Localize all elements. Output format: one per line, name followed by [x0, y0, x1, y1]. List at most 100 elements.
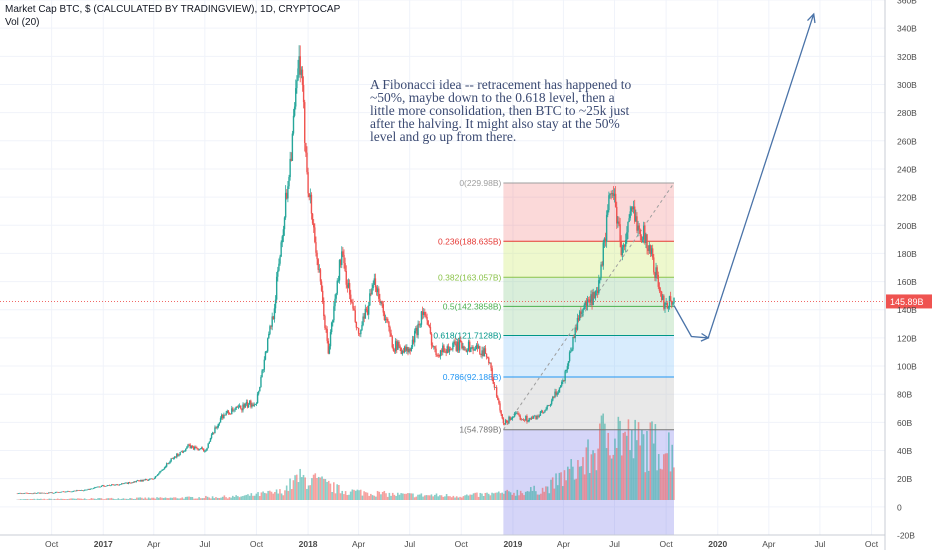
candle-body [401, 350, 404, 354]
candle-body [319, 269, 322, 282]
candle-body [90, 488, 93, 490]
candle-body [30, 493, 32, 494]
candle-body [384, 318, 387, 320]
candle-body [277, 270, 279, 277]
candle-body [47, 493, 49, 494]
candle-body [66, 491, 68, 493]
candle-body [419, 324, 422, 326]
volume-bar [479, 492, 482, 500]
candle-body [600, 264, 602, 278]
volume-bar [31, 499, 34, 500]
volume-bar [104, 499, 106, 500]
fib-levels[interactable]: 0(229.98B) 0.236(188.635B) 0.382(163.057B)… [433, 178, 675, 435]
volume-bar [524, 491, 527, 500]
volume-bar [646, 431, 648, 500]
candle-body [414, 330, 416, 343]
volume-bar [583, 474, 586, 500]
candle-body [589, 299, 591, 303]
volume-bar [568, 468, 571, 500]
volume-bar [38, 499, 40, 500]
projection-arrow[interactable] [673, 12, 816, 342]
volume-bar [289, 478, 291, 500]
candle-body [580, 311, 582, 314]
candle-body [187, 444, 189, 448]
volume-bar [395, 495, 397, 500]
candle-body [467, 341, 470, 351]
candle-body [21, 493, 23, 495]
candle-body [117, 484, 120, 486]
volume-bar [284, 490, 286, 500]
fib-zone [503, 377, 674, 430]
candle-body [463, 346, 465, 351]
candle-body [608, 195, 610, 211]
candle-body [640, 236, 643, 241]
candle-body [577, 318, 580, 320]
candle-body [339, 260, 342, 266]
volume-bar [518, 495, 520, 500]
candle-body [105, 485, 107, 487]
volume-bar [29, 499, 32, 500]
x-tick-label: 2019 [503, 539, 522, 549]
fib-trend-line[interactable] [502, 182, 675, 430]
candle-body [348, 283, 351, 295]
volume-bar [178, 498, 180, 500]
candle-body [572, 336, 574, 350]
volume-bar [418, 494, 421, 500]
volume-bar [553, 488, 556, 500]
candle-body [106, 485, 108, 487]
volume-bar [50, 498, 52, 500]
volume-bar [188, 496, 190, 500]
candle-body [274, 299, 277, 309]
candle-body [443, 345, 445, 352]
volume-bar [262, 491, 264, 500]
volume-bar [97, 498, 99, 500]
current-price-line: 145.89B [0, 294, 932, 309]
candle-body [321, 290, 324, 303]
volume-bar [294, 475, 296, 500]
volume-bar [85, 499, 88, 500]
candle-body [210, 434, 213, 439]
volume-bar [494, 492, 497, 500]
candle-body [296, 80, 298, 89]
volume-bar [272, 493, 275, 500]
candle-body [206, 447, 208, 451]
volume-bar [279, 489, 281, 500]
volume-bar [157, 497, 160, 500]
candle-body [225, 412, 227, 416]
volume-bar [285, 485, 288, 500]
candle-body [654, 272, 656, 278]
candle-body [284, 192, 287, 218]
volume-bar [77, 498, 79, 500]
candle-body [498, 399, 500, 404]
candle-body [123, 483, 125, 484]
volume-bar [481, 493, 483, 500]
candle-body [628, 218, 630, 222]
volume-bar [269, 490, 271, 500]
candle-body [658, 286, 661, 291]
volume-bar [213, 498, 216, 500]
candle-body [180, 451, 182, 453]
volume-bar [528, 491, 530, 500]
volume-bar [72, 498, 74, 500]
candle-body [623, 245, 626, 247]
annotation-text[interactable]: A Fibonacci idea -- retracement has happ… [370, 77, 632, 144]
candle-body [160, 470, 162, 472]
volume-bar [171, 497, 173, 500]
candle-body [64, 491, 67, 493]
volume-bar [578, 466, 581, 500]
volume-bar [440, 495, 443, 500]
candle-body [480, 353, 482, 355]
volume-bar [206, 496, 209, 500]
candle-body [197, 448, 199, 450]
candle-body [484, 348, 487, 354]
candle-body [149, 478, 151, 480]
projection-path[interactable] [673, 13, 815, 339]
candle-body [460, 339, 462, 343]
candle-body [170, 458, 172, 462]
candle-body [314, 227, 316, 243]
volume-bar [393, 494, 396, 500]
volume-bar [423, 495, 426, 500]
volume-bar [521, 493, 524, 500]
volume-bar [73, 498, 76, 500]
